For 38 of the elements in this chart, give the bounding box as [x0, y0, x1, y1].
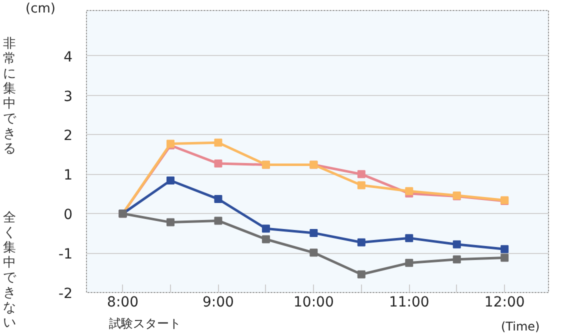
x-tick-label: 11:00: [388, 294, 430, 310]
y-tick-label: 0: [64, 207, 73, 224]
point: [262, 224, 270, 233]
y-tick-label: 1: [64, 168, 73, 184]
x-tick-label: 12:00: [484, 294, 525, 310]
point: [357, 238, 366, 246]
y-tick-label: -2: [58, 286, 73, 302]
text: 非常に集中できる: [3, 36, 17, 156]
point: [214, 138, 222, 147]
point: [357, 181, 366, 190]
text: 試験スタート: [108, 316, 181, 330]
point: [405, 234, 414, 242]
point: [357, 270, 366, 278]
x-axis-title: (Time): [500, 320, 540, 334]
point: [452, 255, 461, 264]
point: [310, 248, 318, 257]
x-tick-label: 9:00: [202, 294, 234, 310]
point: [405, 258, 414, 267]
y-tick-label: 2: [64, 128, 73, 144]
point: [405, 187, 414, 196]
x-tick-label: 10:00: [294, 294, 334, 310]
point: [166, 218, 174, 226]
point: [452, 240, 461, 248]
y-tick-label: 4: [64, 49, 73, 66]
point: [310, 228, 318, 237]
point: [262, 235, 270, 244]
point: [500, 245, 509, 254]
y-axis-title: (cm): [26, 2, 56, 16]
point: [214, 195, 222, 204]
point: [500, 254, 509, 262]
text: 全く集中できない: [3, 210, 17, 330]
point: [357, 170, 366, 178]
x-tick-label: 8:00: [107, 294, 139, 310]
point: [214, 160, 222, 168]
y-tick-label: 3: [64, 88, 73, 105]
y-tick-label: -1: [58, 246, 73, 263]
point: [214, 216, 222, 225]
point: [166, 176, 174, 184]
